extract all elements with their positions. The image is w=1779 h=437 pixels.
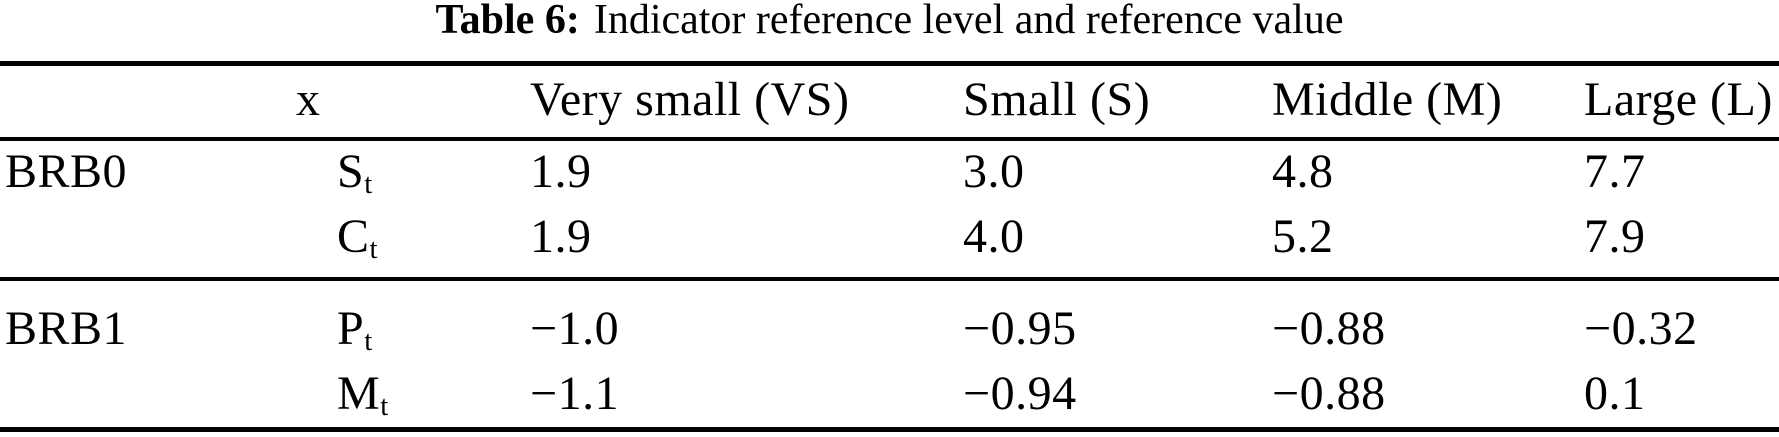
row-group-label: BRB1 bbox=[5, 301, 128, 355]
table-row-pt: BRB1 Pt −1.0 −0.95 −0.88 −0.32 bbox=[0, 297, 1779, 359]
header-cell-x: x bbox=[296, 72, 321, 126]
variable-symbol: P bbox=[337, 301, 365, 355]
variable-symbol: C bbox=[337, 209, 370, 263]
table-row-mt: Mt −1.1 −0.94 −0.88 0.1 bbox=[0, 362, 1779, 424]
value-cell: −1.0 bbox=[530, 301, 620, 355]
variable-cell: Pt bbox=[296, 301, 530, 357]
value-cell: −0.32 bbox=[1584, 301, 1698, 355]
variable-cell: Mt bbox=[296, 366, 530, 422]
value-cell: −0.88 bbox=[1272, 301, 1386, 355]
variable-cell: Ct bbox=[296, 209, 530, 265]
table-caption-title: Indicator reference level and reference … bbox=[593, 0, 1344, 43]
value-cell: −1.1 bbox=[530, 366, 620, 420]
variable-subscript: t bbox=[364, 324, 373, 357]
value-cell: 4.0 bbox=[963, 209, 1025, 263]
header-cell-large: Large (L) bbox=[1584, 72, 1773, 126]
value-cell: 5.2 bbox=[1272, 209, 1334, 263]
row-group-label: BRB0 bbox=[5, 144, 128, 198]
table-section-rule bbox=[0, 277, 1779, 281]
variable-symbol: S bbox=[337, 144, 365, 198]
table-header-row: x Very small (VS) Small (S) Middle (M) L… bbox=[0, 62, 1779, 136]
value-cell: 0.1 bbox=[1584, 366, 1646, 420]
table-row-st: BRB0 St 1.9 3.0 4.8 7.7 bbox=[0, 140, 1779, 202]
value-cell: 4.8 bbox=[1272, 144, 1334, 198]
variable-subscript: t bbox=[380, 389, 389, 422]
table-header-rule bbox=[0, 137, 1779, 141]
variable-symbol: M bbox=[337, 366, 381, 420]
header-cell-very-small: Very small (VS) bbox=[530, 72, 850, 126]
variable-subscript: t bbox=[369, 232, 378, 265]
value-cell: −0.88 bbox=[1272, 366, 1386, 420]
value-cell: −0.95 bbox=[963, 301, 1077, 355]
table-caption: Table 6: Indicator reference level and re… bbox=[0, 0, 1779, 44]
table-top-rule bbox=[0, 61, 1779, 66]
table-caption-label: Table 6: bbox=[435, 0, 580, 43]
value-cell: 7.7 bbox=[1584, 144, 1646, 198]
value-cell: −0.94 bbox=[963, 366, 1077, 420]
variable-cell: St bbox=[296, 144, 530, 200]
value-cell: 7.9 bbox=[1584, 209, 1646, 263]
header-cell-small: Small (S) bbox=[963, 72, 1151, 126]
table-bottom-rule bbox=[0, 427, 1779, 432]
value-cell: 3.0 bbox=[963, 144, 1025, 198]
value-cell: 1.9 bbox=[530, 144, 592, 198]
variable-subscript: t bbox=[364, 167, 373, 200]
value-cell: 1.9 bbox=[530, 209, 592, 263]
table-row-ct: Ct 1.9 4.0 5.2 7.9 bbox=[0, 205, 1779, 267]
header-cell-middle: Middle (M) bbox=[1272, 72, 1503, 126]
